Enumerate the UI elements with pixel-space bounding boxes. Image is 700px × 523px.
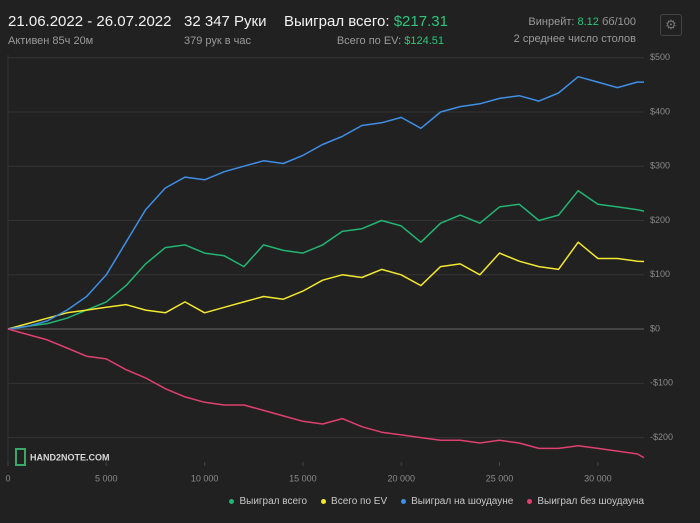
- series-line: [7, 189, 645, 330]
- y-tick-label: $100: [650, 269, 670, 279]
- y-tick-label: $400: [650, 106, 670, 116]
- legend-item[interactable]: Выиграл на шоудауне: [401, 496, 513, 507]
- logo: HAND2NOTE.COM: [30, 452, 110, 462]
- ev-total: Всего по EV: $124.51: [337, 35, 444, 47]
- legend-swatch: [527, 498, 533, 504]
- x-tick-label: 5 000: [95, 473, 118, 483]
- value: $217.31: [393, 13, 448, 30]
- x-tick-label: 10 000: [191, 473, 219, 483]
- legend-swatch: [321, 498, 327, 504]
- series-line: [7, 75, 644, 330]
- y-tick-label: $200: [650, 215, 670, 225]
- label: Всего по EV:: [336, 35, 402, 47]
- x-tick-label: 15 000: [289, 473, 317, 483]
- x-tick-label: 30 000: [584, 473, 612, 483]
- avg-tables: 2 среднее число столов: [513, 33, 636, 45]
- series-line: [7, 328, 645, 459]
- y-tick-label: $0: [650, 323, 660, 333]
- won-total: Выиграл всего: $217.31: [284, 13, 448, 30]
- legend-label: Всего по EV: [331, 496, 388, 507]
- label: Выиграл всего:: [284, 13, 390, 30]
- legend-item[interactable]: Выиграл всего: [229, 496, 307, 507]
- legend-swatch: [229, 498, 235, 504]
- x-tick-label: 0: [5, 473, 10, 483]
- unit: бб/100: [601, 16, 636, 28]
- y-tick-label: $500: [650, 52, 670, 62]
- settings-button[interactable]: ⚙: [660, 14, 682, 36]
- legend: Выиграл всего Всего по EV Выиграл на шоуда…: [229, 496, 644, 507]
- legend-label: Выиграл на шоудауне: [411, 496, 514, 507]
- x-tick-label: 20 000: [387, 473, 415, 483]
- legend-item[interactable]: Всего по EV: [321, 496, 387, 507]
- value: $124.51: [404, 35, 444, 47]
- hands-rate: 379 рук в час: [184, 35, 252, 47]
- winrate: Винрейт: 8.12 бб/100: [528, 16, 636, 28]
- label: Винрейт:: [528, 16, 575, 28]
- legend-item[interactable]: Выиграл без шоудауна: [527, 496, 644, 507]
- y-tick-label: -$100: [650, 378, 673, 388]
- value: 8.12: [577, 16, 599, 28]
- y-tick-label: $300: [650, 161, 670, 171]
- date-range: 21.06.2022 - 26.07.2022: [8, 13, 172, 30]
- hands: 32 347 Руки: [184, 13, 267, 30]
- legend-label: Выиграл без шоудауна: [537, 496, 644, 507]
- logo-icon: [15, 448, 26, 466]
- x-tick-label: 25 000: [486, 473, 514, 483]
- series-line: [7, 241, 645, 330]
- y-tick-label: -$200: [650, 432, 673, 442]
- legend-label: Выиграл всего: [239, 496, 308, 507]
- active-time: Активен 85ч 20м: [8, 35, 94, 47]
- legend-swatch: [401, 498, 407, 504]
